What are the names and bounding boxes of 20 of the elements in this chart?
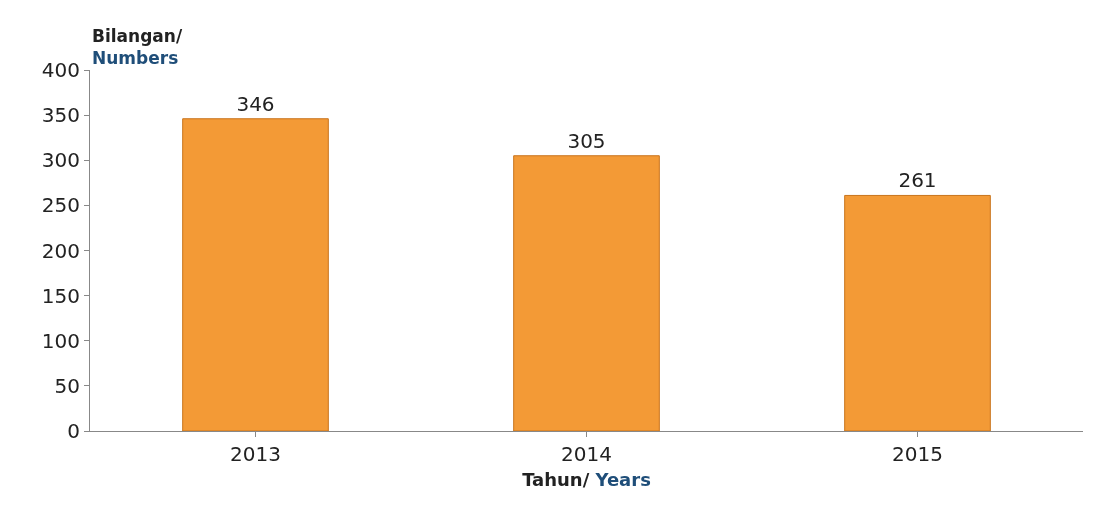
bar: [844, 194, 991, 431]
y-tick-label: 350: [41, 103, 80, 128]
data-label: 261: [898, 168, 937, 193]
y-tick-label: 100: [41, 328, 80, 353]
y-tick-label: 0: [67, 419, 80, 443]
y-tick-label: 200: [41, 238, 80, 263]
x-tick-label: 2015: [892, 442, 943, 466]
x-axis-title: Tahun/ Years: [522, 469, 651, 491]
y-tick-label: 150: [41, 283, 80, 308]
y-tick-label: 50: [54, 373, 80, 398]
y-tick-label: 250: [41, 193, 80, 218]
bar: [513, 155, 660, 431]
y-axis-title: Bilangan/ Numbers: [92, 26, 183, 69]
y-tick-label: 400: [41, 58, 80, 82]
data-label: 346: [236, 91, 275, 116]
bar: [182, 118, 329, 431]
x-tick-label: 2014: [561, 442, 612, 466]
x-tick-label: 2013: [230, 442, 281, 466]
data-label: 305: [567, 128, 606, 153]
y-tick-label: 300: [41, 148, 80, 173]
